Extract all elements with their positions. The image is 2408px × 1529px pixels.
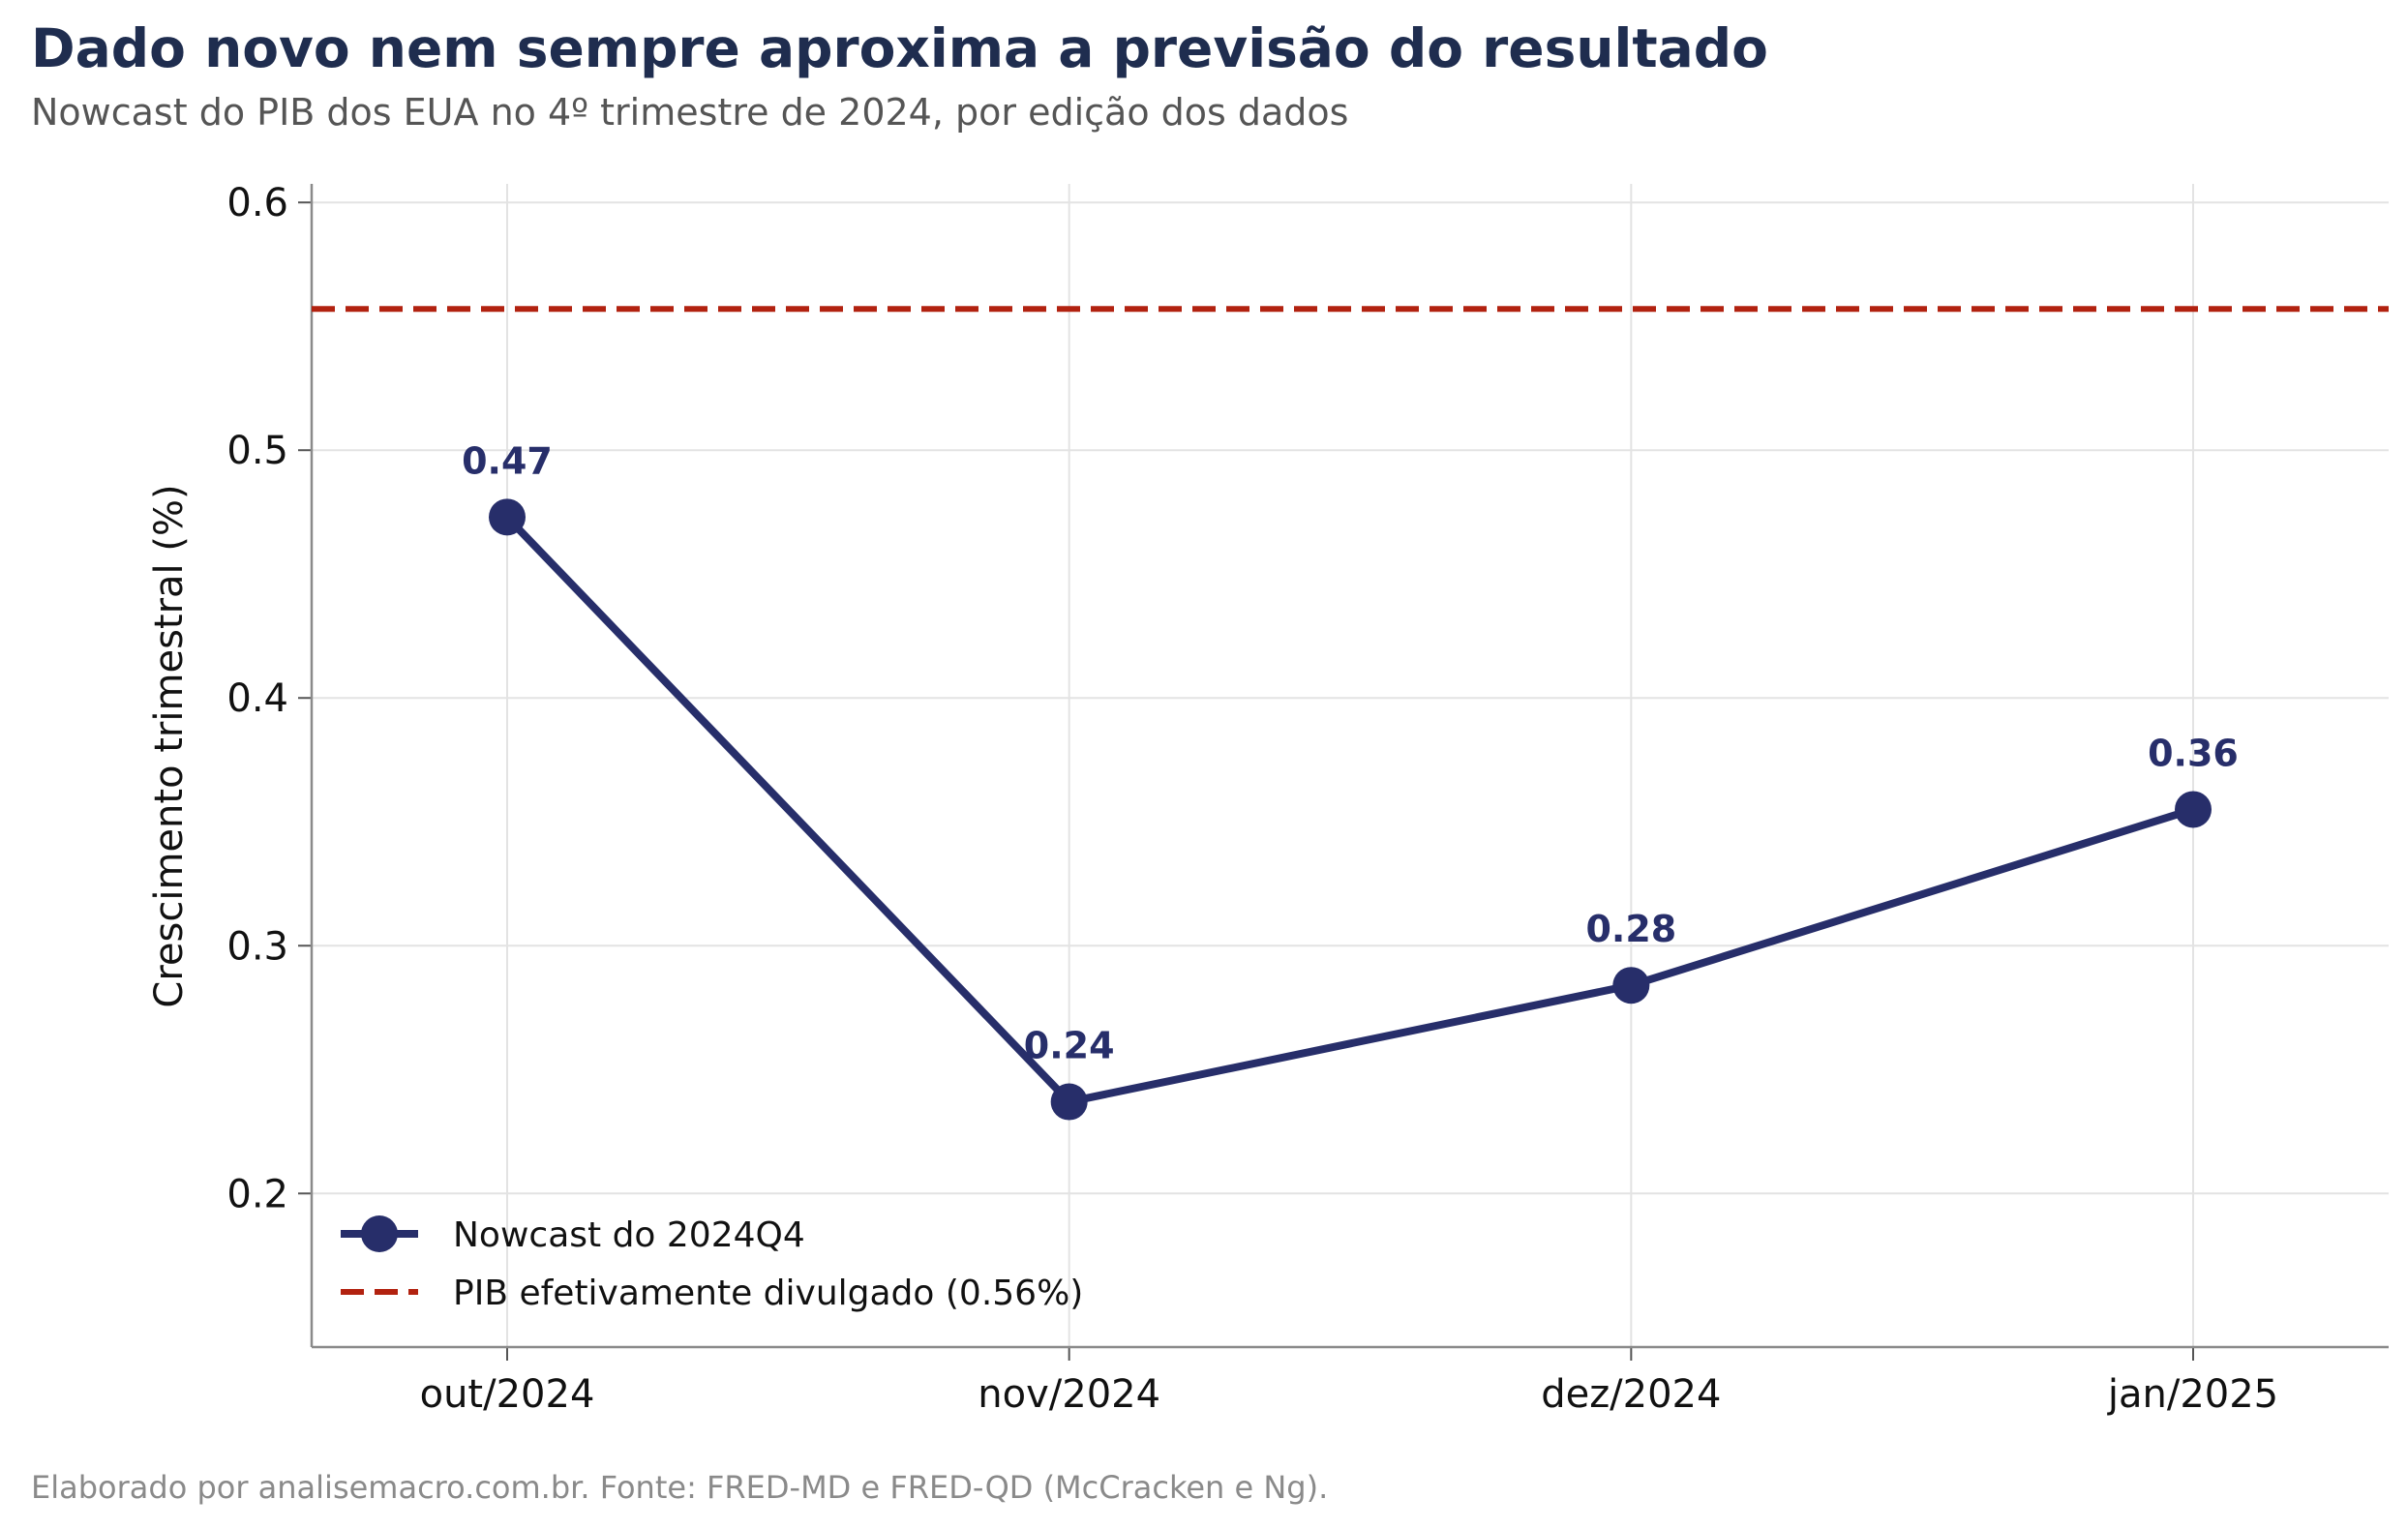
- legend-marker-nowcast: [361, 1215, 398, 1252]
- data-label: 0.47: [462, 439, 553, 482]
- y-tick-label: 0.4: [226, 676, 288, 721]
- y-tick-label: 0.3: [226, 924, 288, 969]
- y-tick-label: 0.2: [226, 1172, 288, 1216]
- series-line: [503, 513, 2197, 1106]
- x-tick-label: jan/2025: [2107, 1372, 2278, 1417]
- legend: Nowcast do 2024Q4 PIB efetivamente divulg…: [341, 1215, 1083, 1313]
- data-label: 0.28: [1585, 908, 1676, 950]
- data-label-layer: 0.47 0.24 0.28 0.36: [462, 439, 2239, 1066]
- data-point: [1050, 1083, 1088, 1121]
- data-label: 0.24: [1024, 1025, 1115, 1067]
- axes-layer: 0.2 0.3 0.4 0.5 0.6 out/2024 nov/2024 dez/2024 j…: [147, 181, 2389, 1417]
- x-tick-label: nov/2024: [978, 1372, 1160, 1417]
- chart-footer: Elaborado por analisemacro.com.br. Fonte…: [31, 1469, 1329, 1506]
- data-point: [1612, 967, 1650, 1004]
- x-tick-label: out/2024: [420, 1372, 595, 1417]
- x-tick-label: dez/2024: [1541, 1372, 1721, 1417]
- data-point: [489, 498, 526, 536]
- series-layer: [489, 498, 2212, 1121]
- legend-label-reference: PIB efetivamente divulgado (0.56%): [453, 1274, 1083, 1313]
- data-point: [2175, 791, 2212, 828]
- data-label: 0.36: [2148, 732, 2239, 774]
- chart-title: Dado novo nem sempre aproxima a previsão…: [31, 17, 1768, 79]
- y-tick-label: 0.6: [226, 181, 288, 225]
- y-axis-label: Crescimento trimestral (%): [147, 484, 192, 1007]
- y-tick-label: 0.5: [226, 429, 288, 473]
- chart-subtitle: Nowcast do PIB dos EUA no 4º trimestre d…: [31, 91, 1349, 134]
- grid-layer: [312, 184, 2389, 1347]
- legend-label-nowcast: Nowcast do 2024Q4: [453, 1215, 805, 1255]
